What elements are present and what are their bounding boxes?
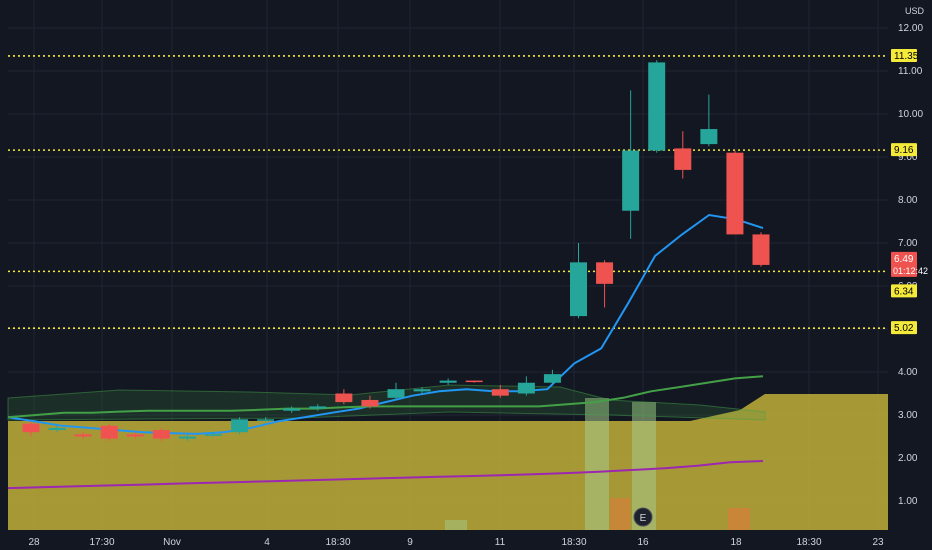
- candle-body: [517, 382, 535, 394]
- candle-body: [309, 406, 327, 409]
- time-axis-bg: [0, 530, 932, 550]
- candle-body: [361, 399, 379, 407]
- x-tick-label: 9: [407, 537, 413, 548]
- candles: [22, 60, 770, 441]
- candle-body: [413, 389, 431, 392]
- y-tick-label: 8.00: [898, 195, 918, 206]
- time-axis[interactable]: 28 17:30 Nov 4 18:30 9 11 18:30 16 18 18:30 23: [0, 530, 932, 550]
- earnings-marker[interactable]: E: [633, 507, 653, 527]
- level-tag: 6.34: [894, 286, 914, 297]
- volume-bar-5: [445, 520, 467, 530]
- level-tag-bg: [891, 284, 917, 298]
- x-tick-label: 23: [872, 537, 884, 548]
- level-tag: 11.35: [894, 51, 919, 62]
- volume-bar-1: [585, 398, 609, 530]
- y-tick-label: 7.00: [898, 238, 918, 249]
- x-tick-label: 11: [495, 537, 506, 548]
- candle-body: [439, 380, 457, 383]
- ma-long-line: [7, 460, 764, 490]
- candle-body: [622, 150, 640, 211]
- candle-body: [543, 374, 561, 383]
- level-tag: 5.02: [894, 323, 914, 334]
- x-tick-label: 18: [730, 537, 742, 548]
- horizontal-levels: [8, 55, 888, 329]
- level-tag: 9.16: [894, 145, 914, 156]
- currency-label: USD: [905, 6, 925, 16]
- candle-body: [491, 389, 509, 396]
- volume-bar-4: [728, 508, 750, 530]
- last-price-label: 6.49: [894, 254, 914, 265]
- ma-slow-line: [7, 375, 764, 419]
- level-tag-bg: [891, 143, 917, 157]
- y-tick-label: 11.00: [898, 66, 923, 77]
- candle-body: [335, 393, 353, 403]
- candle-body: [465, 380, 483, 383]
- candle-body: [387, 389, 405, 398]
- moving-averages: [7, 213, 764, 490]
- candle-body: [674, 148, 692, 170]
- x-tick-label: Nov: [163, 537, 181, 548]
- x-tick-label: 4: [264, 537, 270, 548]
- x-tick-label: 28: [28, 537, 40, 548]
- y-tick-label: 4.00: [898, 367, 918, 378]
- earnings-marker-label: E: [640, 513, 647, 524]
- candle-body: [596, 262, 614, 284]
- candle-body: [257, 419, 275, 421]
- candle-body: [752, 234, 770, 265]
- volume-profile-block: [8, 421, 888, 530]
- candle-body: [152, 430, 170, 439]
- x-tick-label: 18:30: [796, 537, 821, 548]
- y-tick-label: 9.00: [898, 152, 918, 163]
- y-tick-label: 10.00: [898, 109, 923, 120]
- candle-body: [74, 434, 92, 437]
- earnings-marker-circle[interactable]: [633, 507, 653, 527]
- candle-body: [22, 423, 40, 433]
- candle-body: [205, 434, 222, 436]
- volume-profile-upper-block: [690, 394, 888, 421]
- y-tick-label: 1.00: [898, 496, 918, 507]
- y-tick-label: 2.00: [898, 453, 918, 464]
- y-tick-label: 12.00: [898, 23, 923, 34]
- volume-profile: [8, 394, 888, 530]
- countdown-label: 01:12:42: [893, 266, 928, 276]
- last-price-tag-bg: [891, 251, 917, 277]
- candle-body: [648, 62, 666, 151]
- volume-bar-2: [610, 498, 630, 530]
- x-tick-label: 18:30: [325, 537, 350, 548]
- candle-body: [700, 129, 718, 145]
- x-tick-label: 18:30: [561, 537, 586, 548]
- candle-body: [178, 436, 196, 439]
- ma-fast-line: [7, 213, 764, 435]
- x-tick-label: 17:30: [89, 537, 114, 548]
- level-tag-bg: [891, 48, 917, 62]
- y-tick-label: 3.00: [898, 410, 918, 421]
- level-tag-bg: [891, 321, 917, 335]
- candle-body: [100, 425, 118, 439]
- candle-body: [570, 262, 587, 317]
- candle-body: [126, 434, 144, 437]
- x-tick-label: 16: [637, 537, 649, 548]
- candle-body: [726, 152, 744, 235]
- candle-body: [48, 427, 66, 431]
- candle-body: [231, 419, 249, 433]
- candle-body: [283, 408, 301, 411]
